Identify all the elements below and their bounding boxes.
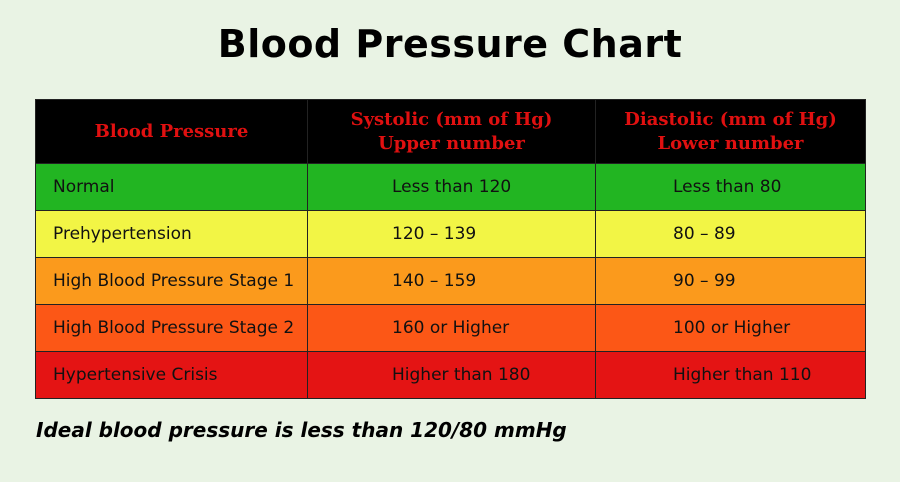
- header-diastolic-label: Diastolic (mm of Hg): [624, 108, 837, 130]
- header-blood-pressure: Blood Pressure: [35, 99, 308, 164]
- table-row: Hypertensive Crisis Higher than 180 High…: [35, 351, 866, 399]
- footnote: Ideal blood pressure is less than 120/80…: [36, 418, 567, 442]
- header-systolic-sublabel: Upper number: [378, 132, 525, 154]
- category-cell: High Blood Pressure Stage 2: [35, 304, 308, 352]
- category-cell: High Blood Pressure Stage 1: [35, 257, 308, 305]
- header-diastolic: Diastolic (mm of Hg) Lower number: [595, 99, 866, 164]
- category-cell: Normal: [35, 163, 308, 211]
- header-blood-pressure-label: Blood Pressure: [94, 120, 249, 142]
- diastolic-cell: Higher than 110: [595, 351, 866, 399]
- header-systolic-label: Systolic (mm of Hg): [350, 108, 553, 130]
- page-title: Blood Pressure Chart: [217, 22, 683, 66]
- blood-pressure-table: Blood Pressure Systolic (mm of Hg) Upper…: [35, 99, 866, 399]
- diastolic-cell: Less than 80: [595, 163, 866, 211]
- systolic-cell: 160 or Higher: [307, 304, 596, 352]
- category-cell: Prehypertension: [35, 210, 308, 258]
- header-diastolic-sublabel: Lower number: [657, 132, 804, 154]
- systolic-cell: 140 – 159: [307, 257, 596, 305]
- category-cell: Hypertensive Crisis: [35, 351, 308, 399]
- diastolic-cell: 90 – 99: [595, 257, 866, 305]
- table-row: High Blood Pressure Stage 1 140 – 159 90…: [35, 257, 866, 305]
- table-row: Normal Less than 120 Less than 80: [35, 163, 866, 211]
- header-systolic: Systolic (mm of Hg) Upper number: [307, 99, 596, 164]
- table-row: High Blood Pressure Stage 2 160 or Highe…: [35, 304, 866, 352]
- systolic-cell: Less than 120: [307, 163, 596, 211]
- systolic-cell: 120 – 139: [307, 210, 596, 258]
- table-header-row: Blood Pressure Systolic (mm of Hg) Upper…: [35, 99, 866, 164]
- diastolic-cell: 100 or Higher: [595, 304, 866, 352]
- table-row: Prehypertension 120 – 139 80 – 89: [35, 210, 866, 258]
- systolic-cell: Higher than 180: [307, 351, 596, 399]
- diastolic-cell: 80 – 89: [595, 210, 866, 258]
